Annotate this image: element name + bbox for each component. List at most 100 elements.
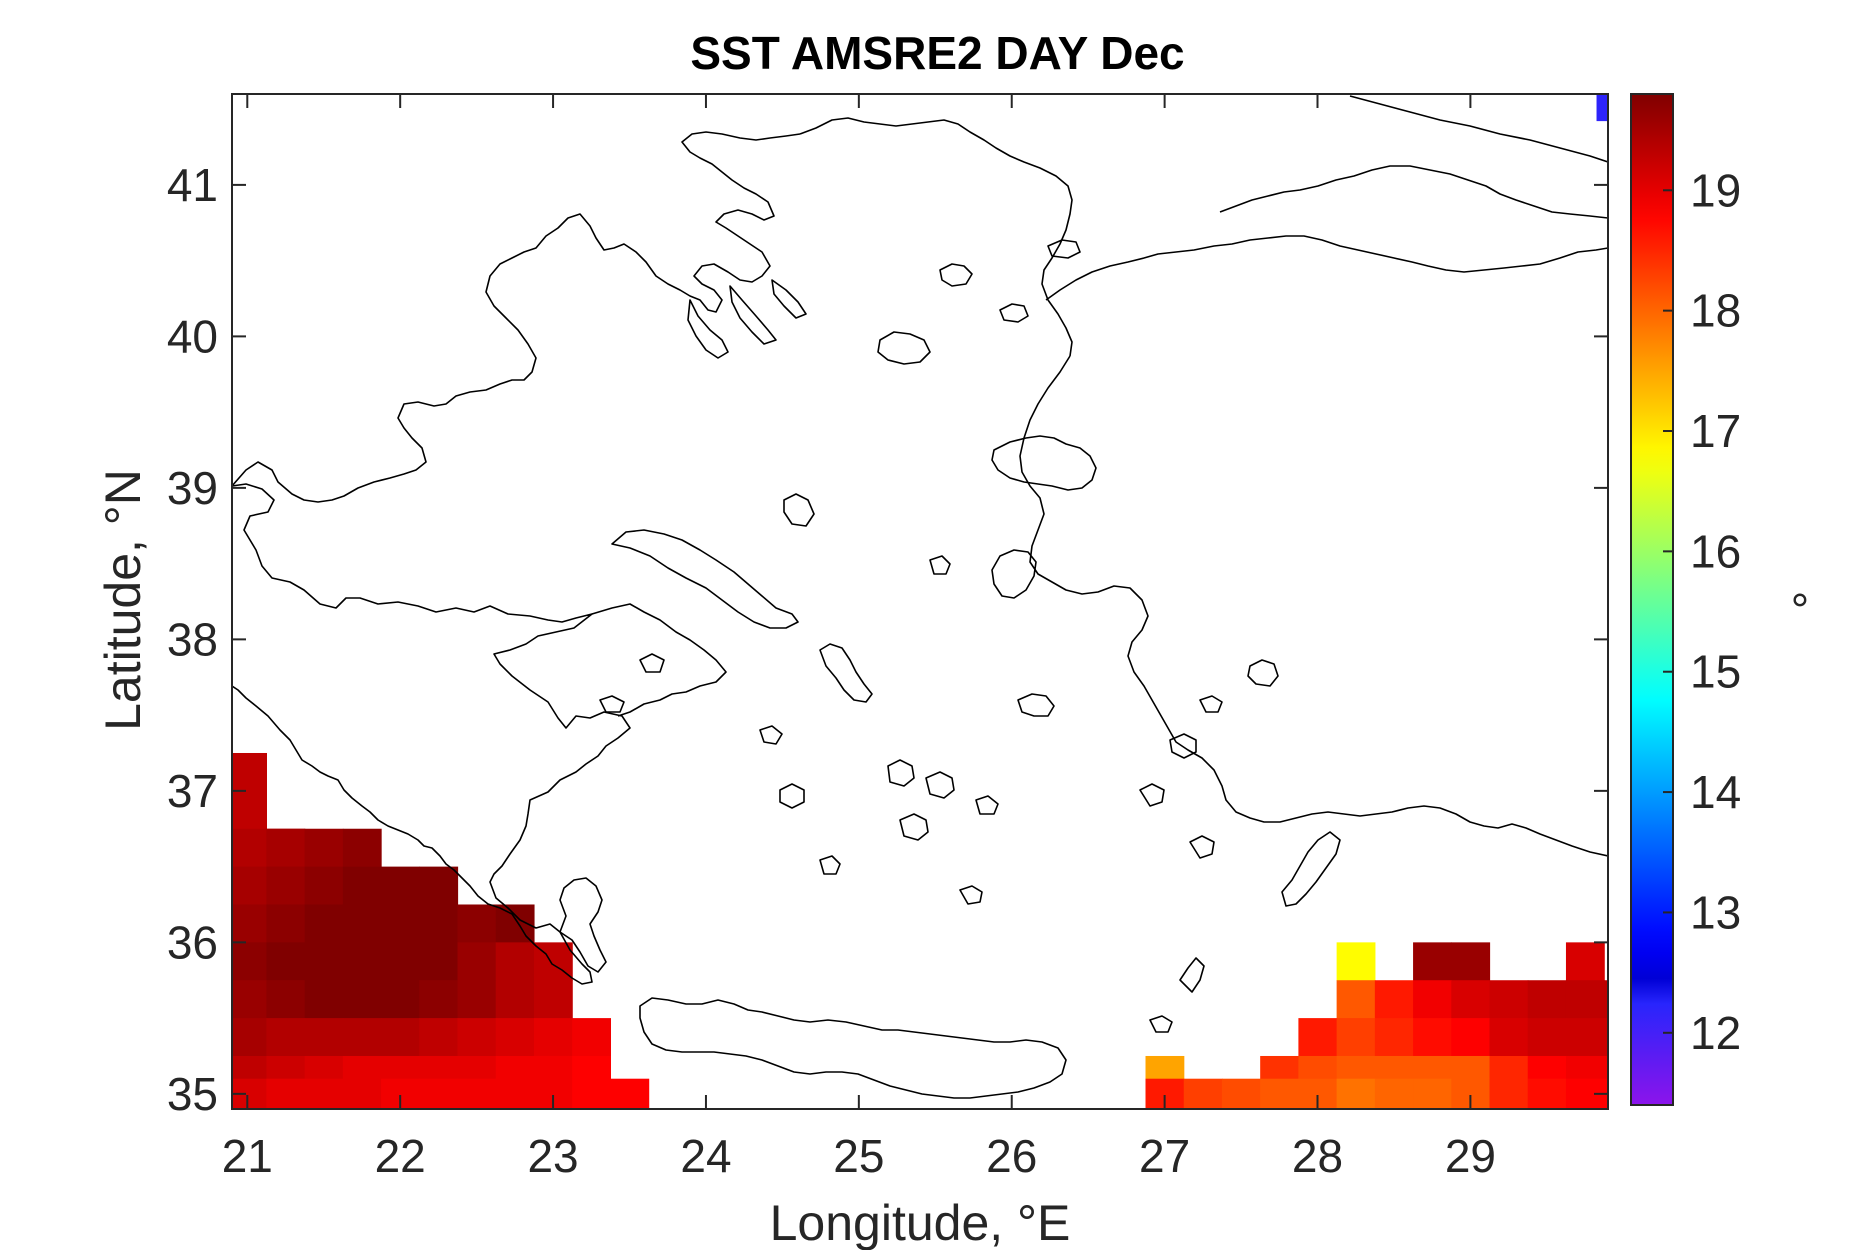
coastline-greece-mainland: [232, 483, 631, 985]
sst-cell: [342, 980, 382, 1019]
x-axis-label: Longitude, °E: [770, 1195, 1071, 1250]
sst-cell: [342, 828, 382, 868]
sst-cell: [533, 980, 573, 1019]
coastline-islet-14: [1169, 733, 1197, 759]
sst-cell: [232, 790, 267, 830]
y-tick-label: 40: [167, 310, 218, 362]
y-tick-label: 36: [167, 916, 218, 968]
sst-cell: [381, 904, 420, 943]
sst-cell: [610, 1078, 650, 1109]
coastline-imbros: [1047, 239, 1081, 259]
sst-cell: [381, 942, 420, 981]
sst-cell: [342, 866, 382, 906]
sst-cells: [232, 94, 1608, 1109]
sst-cell: [1183, 1078, 1223, 1109]
sst-cell: [419, 1078, 459, 1109]
coastline-islet-8: [779, 783, 805, 809]
x-tick-label: 25: [833, 1130, 884, 1182]
sst-cell: [1489, 1078, 1529, 1109]
y-tick-label: 35: [167, 1068, 218, 1120]
coastline-crete: [639, 997, 1067, 1099]
x-tick-label: 29: [1445, 1130, 1496, 1182]
coastline-turkey-west: [1019, 355, 1608, 857]
coastline-islet-21: [1199, 695, 1223, 713]
colorbar: [1630, 93, 1674, 1106]
sst-cell: [457, 904, 497, 943]
sst-cell: [1221, 1078, 1261, 1109]
sst-cell: [266, 904, 306, 943]
sst-cell: [232, 980, 267, 1019]
sst-cell: [1451, 942, 1491, 981]
sst-cell: [1298, 1018, 1338, 1057]
sst-cell: [419, 904, 459, 943]
coastline-islet-6: [925, 771, 955, 799]
colorbar-tick-label: 18: [1690, 285, 1741, 337]
coastline-marmara-south: [1045, 235, 1608, 301]
coastline-islet-15: [1179, 957, 1205, 993]
coastline-islet-18: [599, 695, 625, 713]
sst-cell: [1489, 980, 1529, 1019]
sst-cell: [304, 1018, 344, 1057]
coastline-islet-16: [1149, 1015, 1173, 1033]
sst-cell: [1527, 1078, 1567, 1109]
sst-cell: [342, 1018, 382, 1057]
coastline-rhodes: [1281, 831, 1341, 907]
x-tick-label: 26: [986, 1130, 1037, 1182]
sst-cell: [495, 980, 535, 1019]
sst-cell: [304, 980, 344, 1019]
coastline-black-sea: [1349, 95, 1608, 163]
x-tick-label: 24: [680, 1130, 731, 1182]
sst-cell: [419, 980, 459, 1019]
sst-cell: [457, 1078, 497, 1109]
coastline-limnos: [877, 331, 931, 365]
sst-cell: [533, 1018, 573, 1057]
sst-cell: [1527, 980, 1567, 1019]
sst-cell: [1413, 980, 1452, 1019]
coastline-attica: [591, 603, 727, 717]
sst-cell: [1413, 1078, 1452, 1109]
sst-cell: [1413, 1018, 1452, 1057]
sst-cell: [342, 1078, 382, 1109]
sst-cell: [381, 980, 420, 1019]
coastline-islet-1: [783, 493, 815, 527]
sst-cell: [495, 1018, 535, 1057]
sst-cell: [572, 1078, 611, 1109]
y-tick-label: 41: [167, 159, 218, 211]
sst-cell: [304, 904, 344, 943]
x-tick-label: 28: [1292, 1130, 1343, 1182]
x-axis: 21 22 23 24 25 26 27 28 29: [222, 94, 1496, 1182]
coastline-islet-5: [887, 759, 915, 787]
coastline-islet-9: [899, 813, 929, 841]
sst-cell: [419, 942, 459, 981]
sst-cell: [572, 1018, 611, 1057]
sst-cell: [266, 1018, 306, 1057]
coastline-thasos: [939, 263, 973, 287]
coastline-northern-greece: [232, 131, 801, 503]
sst-cell: [1451, 980, 1491, 1019]
colorbar-tick-label: 16: [1690, 525, 1741, 577]
sst-cell: [1374, 1078, 1414, 1109]
sst-cell: [342, 942, 382, 981]
coastline-islet-7: [975, 795, 999, 815]
sst-cell: [266, 1078, 306, 1109]
sst-cell: [266, 866, 306, 906]
coastline-marmara-north: [1219, 165, 1608, 219]
x-tick-label: 21: [222, 1130, 273, 1182]
sst-cell: [1336, 1018, 1376, 1057]
y-tick-label: 38: [167, 613, 218, 665]
coastline-islet-3: [1017, 693, 1055, 717]
sst-cell: [419, 1018, 459, 1057]
coastline-chios: [991, 549, 1037, 599]
coastline-samothraki: [999, 303, 1029, 323]
coastline: [232, 95, 1608, 1099]
sst-cell: [304, 866, 344, 906]
sst-cell: [1451, 1018, 1491, 1057]
y-axis: 35 36 37 38 39 40 41: [167, 159, 1608, 1120]
coastline-islet-12: [1139, 783, 1165, 807]
sst-cell: [1596, 94, 1608, 122]
x-tick-label: 27: [1139, 1130, 1190, 1182]
coastline-islet-20: [1247, 659, 1279, 687]
sst-cell: [232, 1018, 267, 1057]
sst-cell: [419, 866, 459, 906]
